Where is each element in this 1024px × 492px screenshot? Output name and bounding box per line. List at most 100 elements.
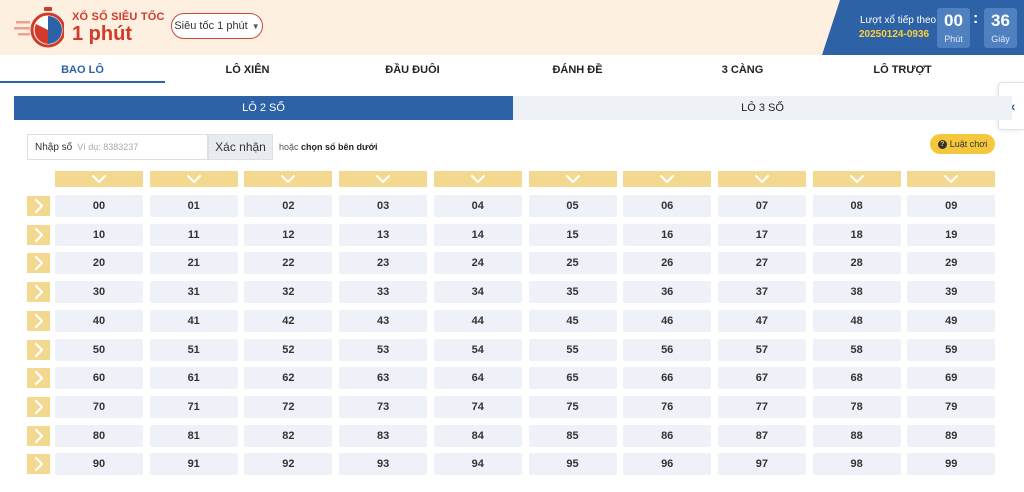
number-cell[interactable]: 54	[433, 338, 522, 361]
number-cell[interactable]: 82	[244, 424, 333, 447]
number-cell[interactable]: 55	[528, 338, 617, 361]
number-cell[interactable]: 01	[149, 195, 238, 217]
number-cell[interactable]: 04	[433, 195, 522, 217]
number-cell[interactable]: 96	[623, 453, 712, 476]
subtab-lo-3-so[interactable]: LÔ 3 SỐ	[513, 96, 1012, 120]
select-row-button[interactable]	[27, 310, 50, 331]
number-cell[interactable]: 83	[339, 424, 428, 447]
number-cell[interactable]: 53	[339, 338, 428, 361]
number-cell[interactable]: 17	[717, 223, 806, 246]
number-cell[interactable]: 31	[149, 281, 238, 304]
number-cell[interactable]: 47	[717, 309, 806, 332]
number-cell[interactable]: 28	[812, 252, 901, 275]
number-cell[interactable]: 27	[717, 252, 806, 275]
number-cell[interactable]: 41	[149, 309, 238, 332]
select-column-button[interactable]	[244, 171, 333, 187]
number-cell[interactable]: 72	[244, 395, 333, 418]
number-cell[interactable]: 39	[907, 281, 996, 304]
number-cell[interactable]: 00	[55, 195, 143, 217]
number-cell[interactable]: 70	[55, 395, 143, 418]
number-cell[interactable]: 09	[907, 195, 996, 217]
number-cell[interactable]: 63	[339, 367, 428, 390]
number-cell[interactable]: 71	[149, 395, 238, 418]
number-cell[interactable]: 05	[528, 195, 617, 217]
number-cell[interactable]: 10	[55, 223, 143, 246]
number-cell[interactable]: 29	[907, 252, 996, 275]
number-cell[interactable]: 90	[55, 453, 143, 476]
number-cell[interactable]: 35	[528, 281, 617, 304]
number-cell[interactable]: 14	[433, 223, 522, 246]
number-cell[interactable]: 80	[55, 424, 143, 447]
number-cell[interactable]: 51	[149, 338, 238, 361]
number-cell[interactable]: 32	[244, 281, 333, 304]
number-cell[interactable]: 46	[623, 309, 712, 332]
number-cell[interactable]: 11	[149, 223, 238, 246]
number-cell[interactable]: 69	[907, 367, 996, 390]
number-cell[interactable]: 61	[149, 367, 238, 390]
select-row-button[interactable]	[27, 454, 50, 475]
tab-dau-duoi[interactable]: ĐẦU ĐUÔI	[385, 64, 440, 76]
number-cell[interactable]: 77	[717, 395, 806, 418]
number-cell[interactable]: 23	[339, 252, 428, 275]
tab-danh-de[interactable]: ĐÁNH ĐỀ	[552, 64, 603, 76]
number-cell[interactable]: 38	[812, 281, 901, 304]
select-row-button[interactable]	[27, 339, 50, 360]
number-cell[interactable]: 22	[244, 252, 333, 275]
number-cell[interactable]: 26	[623, 252, 712, 275]
number-cell[interactable]: 84	[433, 424, 522, 447]
number-cell[interactable]: 34	[433, 281, 522, 304]
number-cell[interactable]: 95	[528, 453, 617, 476]
number-cell[interactable]: 97	[717, 453, 806, 476]
number-cell[interactable]: 13	[339, 223, 428, 246]
number-cell[interactable]: 81	[149, 424, 238, 447]
select-row-button[interactable]	[27, 224, 50, 245]
select-column-button[interactable]	[907, 171, 996, 187]
number-cell[interactable]: 18	[812, 223, 901, 246]
number-cell[interactable]: 73	[339, 395, 428, 418]
number-cell[interactable]: 43	[339, 309, 428, 332]
select-row-button[interactable]	[27, 196, 50, 216]
select-row-button[interactable]	[27, 425, 50, 446]
number-cell[interactable]: 76	[623, 395, 712, 418]
number-cell[interactable]: 64	[433, 367, 522, 390]
speed-select[interactable]: Siêu tốc 1 phút ▼	[171, 13, 263, 39]
select-row-button[interactable]	[27, 282, 50, 303]
number-cell[interactable]: 02	[244, 195, 333, 217]
number-cell[interactable]: 88	[812, 424, 901, 447]
number-cell[interactable]: 74	[433, 395, 522, 418]
number-cell[interactable]: 21	[149, 252, 238, 275]
number-cell[interactable]: 52	[244, 338, 333, 361]
number-cell[interactable]: 15	[528, 223, 617, 246]
number-cell[interactable]: 24	[433, 252, 522, 275]
number-cell[interactable]: 03	[339, 195, 428, 217]
select-column-button[interactable]	[717, 171, 806, 187]
select-column-button[interactable]	[55, 171, 143, 187]
number-cell[interactable]: 58	[812, 338, 901, 361]
number-cell[interactable]: 19	[907, 223, 996, 246]
number-cell[interactable]: 98	[812, 453, 901, 476]
number-cell[interactable]: 86	[623, 424, 712, 447]
number-cell[interactable]: 87	[717, 424, 806, 447]
number-cell[interactable]: 78	[812, 395, 901, 418]
number-cell[interactable]: 07	[717, 195, 806, 217]
select-column-button[interactable]	[339, 171, 428, 187]
number-cell[interactable]: 36	[623, 281, 712, 304]
select-column-button[interactable]	[433, 171, 522, 187]
number-cell[interactable]: 99	[907, 453, 996, 476]
tab-bao-lo[interactable]: BAO LÔ	[0, 55, 165, 83]
number-cell[interactable]: 50	[55, 338, 143, 361]
subtab-lo-2-so[interactable]: LÔ 2 SỐ	[14, 96, 513, 120]
select-column-button[interactable]	[812, 171, 901, 187]
tab-3-cang[interactable]: 3 CÀNG	[721, 64, 764, 76]
number-cell[interactable]: 25	[528, 252, 617, 275]
number-cell[interactable]: 48	[812, 309, 901, 332]
number-cell[interactable]: 49	[907, 309, 996, 332]
select-column-button[interactable]	[623, 171, 712, 187]
select-column-button[interactable]	[149, 171, 238, 187]
number-cell[interactable]: 42	[244, 309, 333, 332]
number-cell[interactable]: 40	[55, 309, 143, 332]
number-cell[interactable]: 91	[149, 453, 238, 476]
number-cell[interactable]: 62	[244, 367, 333, 390]
number-cell[interactable]: 75	[528, 395, 617, 418]
number-cell[interactable]: 44	[433, 309, 522, 332]
